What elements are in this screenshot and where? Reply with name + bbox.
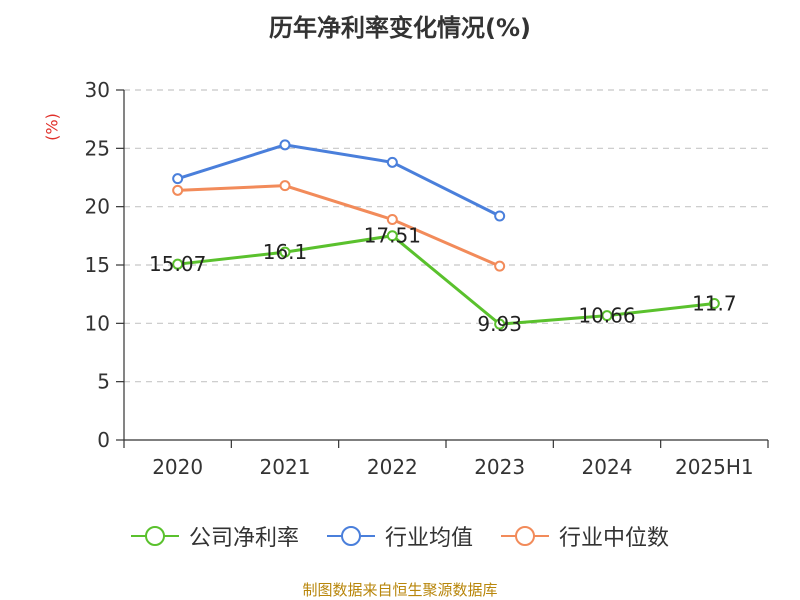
- legend-swatch-line-icon: [501, 526, 549, 546]
- legend-label: 行业均值: [384, 526, 473, 551]
- data-label: 15.07: [149, 252, 206, 276]
- y-tick-label: 25: [85, 136, 110, 160]
- legend-item-industry-mean[interactable]: 行业均值: [326, 520, 473, 552]
- x-tick-label: 2025H1: [675, 455, 754, 479]
- data-point: [172, 258, 184, 270]
- data-source-note: 制图数据来自恒生聚源数据库: [302, 581, 498, 599]
- y-tick-label: 20: [85, 195, 110, 219]
- data-point: [386, 214, 398, 225]
- legend-swatch-line-icon: [326, 526, 375, 546]
- data-label: 10.66: [578, 304, 635, 328]
- x-tick-label: 2021: [260, 455, 311, 479]
- data-point: [494, 260, 506, 272]
- y-tick-label: 30: [85, 78, 110, 102]
- y-tick-label: 10: [85, 311, 110, 335]
- legend-label: 行业中位数: [559, 526, 670, 551]
- data-point: [172, 173, 184, 185]
- y-tick-label: 5: [97, 370, 110, 394]
- legend: 公司净利率 行业均值 行业中位数: [0, 520, 800, 552]
- axis-layer: 0 5 10 15 20 25 30 2020 2021 2022 2023 2024 2025H1: [85, 78, 769, 479]
- y-tick-label: 0: [97, 428, 110, 452]
- x-tick-label: 2023: [474, 455, 525, 479]
- legend-item-industry-median[interactable]: 行业中位数: [501, 520, 669, 552]
- data-point: [172, 184, 184, 196]
- data-label: 16.1: [263, 240, 308, 264]
- legend-swatch-line-icon: [130, 526, 179, 546]
- data-point: [279, 139, 291, 151]
- data-point: [386, 230, 398, 242]
- chart-title: 历年净利率变化情况(%): [269, 14, 531, 42]
- series-layer: [172, 139, 720, 330]
- series-line: [177, 184, 501, 268]
- data-label: 9.93: [477, 312, 522, 336]
- data-point: [279, 180, 291, 192]
- data-point: [494, 210, 506, 222]
- data-point: [708, 298, 720, 309]
- series-line: [177, 143, 501, 218]
- series-line: [177, 234, 715, 326]
- data-label-layer: 15.07 16.1 17.51 9.93 10.66 11.7: [149, 224, 737, 336]
- grid-layer: [124, 89, 768, 383]
- data-point: [601, 310, 613, 322]
- x-tick-label: 2024: [582, 455, 633, 479]
- data-label: 11.7: [692, 292, 737, 316]
- data-point: [494, 318, 506, 330]
- y-tick-label: 15: [85, 253, 110, 277]
- x-tick-label: 2022: [367, 455, 418, 479]
- legend-label: 公司净利率: [188, 526, 299, 551]
- data-point: [386, 156, 398, 168]
- legend-item-company-net-margin[interactable]: 公司净利率: [130, 520, 299, 552]
- x-tick-label: 2020: [152, 455, 203, 479]
- data-label: 17.51: [364, 224, 421, 248]
- data-point: [279, 246, 291, 258]
